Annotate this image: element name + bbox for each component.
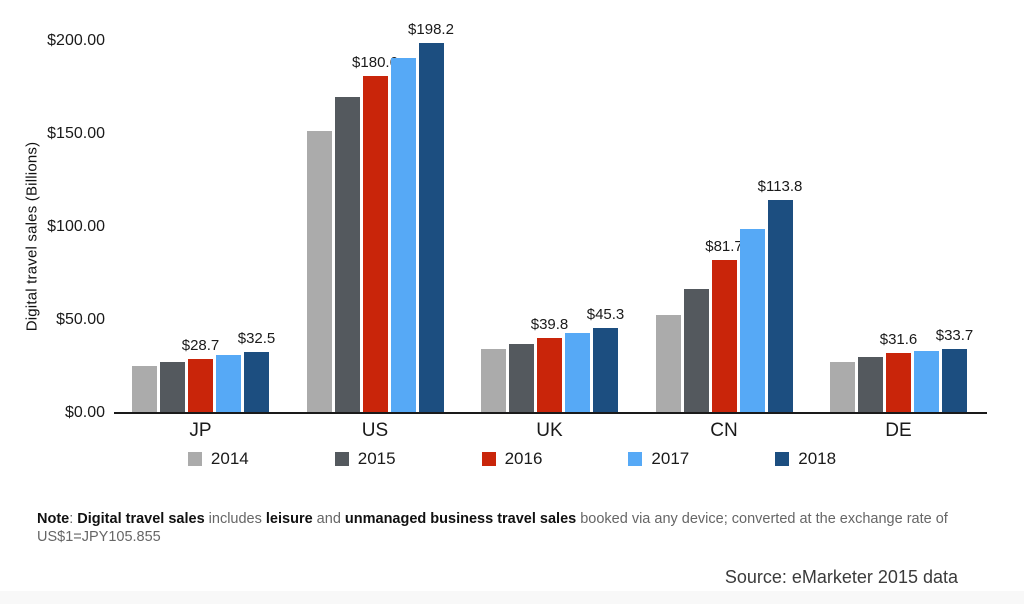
- bar-value-label: $32.5: [237, 330, 276, 347]
- bar-value-label: $113.8: [757, 178, 803, 195]
- legend-swatch-icon: [628, 452, 643, 466]
- footnote-text: :: [69, 511, 78, 527]
- legend-item-2017: 2017: [628, 449, 689, 469]
- legend-label: 2015: [357, 449, 396, 468]
- legend-swatch-icon: [334, 452, 349, 466]
- footnote-bold-text: Digital travel sales: [77, 511, 205, 527]
- legend-label: 2017: [651, 449, 690, 468]
- bar-value-label: $81.7: [705, 238, 743, 255]
- bar-jp-2014: [132, 366, 157, 412]
- category-label-uk: UK: [536, 420, 563, 441]
- legend-label: 2016: [504, 449, 543, 468]
- bar-jp-2015: [160, 362, 185, 412]
- bar-cn-2014: [655, 315, 681, 412]
- bar-value-label: $28.7: [181, 337, 220, 354]
- bar-uk-2017: [565, 333, 590, 412]
- bar-value-label: $198.2: [408, 21, 454, 38]
- bar-jp-2016: $28.7: [182, 337, 219, 412]
- bar-uk-2018: $45.3: [587, 306, 624, 412]
- bar-group-de: $31.6 $33.7: [830, 20, 973, 412]
- bar-us-2018: $198.2: [408, 21, 454, 412]
- bar-us-2016: $180.6: [352, 54, 398, 412]
- bar-value-label: $33.7: [935, 327, 974, 344]
- footnote-text: includes: [204, 511, 266, 527]
- footnote: Note: Digital travel sales includes leis…: [37, 510, 997, 546]
- bar-value-label: $45.3: [586, 306, 625, 323]
- bar-value-label: $31.6: [879, 331, 918, 348]
- bar-cn-2017: [739, 229, 765, 412]
- bar-de-2018: $33.7: [936, 327, 973, 412]
- bar-de-2015: [858, 357, 883, 412]
- legend-swatch-icon: [481, 452, 496, 466]
- bar-value-label: $180.6: [352, 54, 398, 71]
- category-label-jp: JP: [189, 420, 212, 441]
- bar-cn-2016: $81.7: [705, 238, 743, 412]
- legend-swatch-icon: [187, 452, 202, 466]
- bar-us-2015: [334, 97, 360, 412]
- legend-item-2018: 2018: [775, 449, 836, 469]
- y-tick-label: $200.00: [47, 32, 105, 49]
- bar-cn-2015: [683, 289, 709, 412]
- bar-us-2014: [306, 131, 332, 412]
- bar-uk-2016: $39.8: [531, 316, 568, 412]
- category-label-de: DE: [885, 420, 912, 441]
- legend-swatch-icon: [775, 452, 790, 466]
- footnote-bold-text: leisure: [265, 511, 313, 527]
- y-tick-label: $50.00: [56, 311, 105, 328]
- legend-label: 2014: [210, 449, 249, 468]
- footnote-bold-text: Note: [37, 511, 70, 527]
- bar-cn-2018: $113.8: [758, 178, 802, 412]
- bar-jp-2018: $32.5: [238, 330, 275, 412]
- y-tick-label: $0.00: [64, 404, 105, 421]
- legend-item-2015: 2015: [334, 449, 396, 469]
- bar-uk-2014: [481, 349, 506, 412]
- footnote-bold-text: unmanaged business travel sales: [344, 511, 577, 527]
- bar-de-2017: [914, 351, 939, 412]
- x-axis-category-labels: JP US UK CN DE: [132, 420, 967, 442]
- y-tick-label: $100.00: [47, 218, 105, 235]
- footnote-text: booked via any device; converted at the …: [37, 511, 948, 546]
- bar-de-2014: [830, 362, 855, 412]
- source-caption: Source: eMarketer 2015 data: [724, 567, 958, 587]
- category-label-cn: CN: [710, 420, 738, 441]
- legend-item-2016: 2016: [481, 449, 543, 469]
- bar-uk-2015: [509, 344, 534, 412]
- legend-label: 2018: [798, 449, 837, 468]
- bar-jp-2017: [216, 355, 241, 412]
- footnote-text: and: [312, 511, 345, 527]
- y-tick-label: $150.00: [47, 125, 105, 142]
- category-label-us: US: [361, 420, 389, 441]
- bottom-band: [0, 591, 1024, 604]
- bar-group-us: $180.6 $198.2: [306, 20, 454, 412]
- bar-de-2016: $31.6: [880, 331, 917, 412]
- x-axis-line: [114, 412, 987, 414]
- bar-group-uk: $39.8 $45.3: [481, 20, 624, 412]
- bar-plot-area: $28.7 $32.5 $180.6 $198.2 $39.8 $45.3 $81.7 $11…: [132, 20, 973, 412]
- bar-value-label: $39.8: [530, 316, 569, 333]
- bar-us-2017: [390, 58, 416, 412]
- bar-group-jp: $28.7 $32.5: [132, 20, 275, 412]
- legend: 2014 2015 2016 2017 2018: [0, 449, 1024, 469]
- legend-item-2014: 2014: [187, 449, 249, 469]
- bar-group-cn: $81.7 $113.8: [655, 20, 802, 412]
